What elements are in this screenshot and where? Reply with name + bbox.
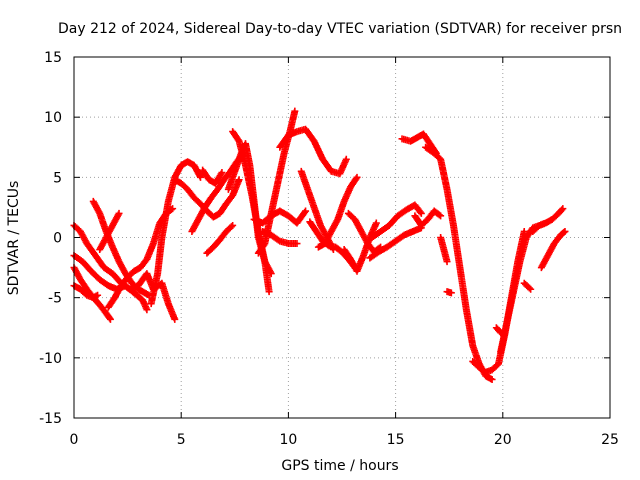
data-point	[94, 291, 102, 299]
x-tick-label: 15	[387, 432, 405, 448]
data-point	[497, 329, 505, 337]
x-tick-label: 20	[494, 432, 512, 448]
series-arc-34	[520, 279, 535, 293]
data-point	[352, 175, 360, 183]
y-axis-label: SDTVAR / TECUs	[6, 181, 22, 296]
x-tick-label: 10	[279, 432, 297, 448]
data-point	[561, 227, 569, 235]
series-arc-19	[297, 167, 337, 254]
y-tick-label: -5	[48, 291, 62, 307]
y-tick-label: -10	[39, 351, 62, 367]
data-point	[106, 315, 114, 323]
series-arc-27	[411, 207, 445, 229]
y-tick-label: 10	[44, 110, 62, 126]
y-tick-label: -15	[39, 411, 62, 427]
data-point	[144, 290, 152, 298]
data-point	[353, 173, 361, 181]
axis-ticks	[73, 56, 611, 419]
data-point	[235, 176, 243, 184]
data-point	[291, 107, 299, 115]
data-point	[229, 221, 237, 229]
data-point	[196, 173, 204, 181]
data-point	[372, 219, 380, 227]
data-point	[196, 172, 204, 180]
data-point	[542, 219, 550, 227]
series-arc-12	[199, 166, 226, 187]
series-arc-29	[437, 234, 451, 266]
data-point	[560, 228, 568, 236]
series-arc-18	[276, 125, 350, 178]
series-arc-4	[70, 282, 102, 302]
data-point	[106, 314, 114, 322]
data-point	[143, 306, 151, 314]
data-point	[218, 169, 226, 177]
data-point	[266, 268, 274, 276]
data-point	[443, 258, 451, 266]
data-point	[416, 208, 424, 216]
data-point	[114, 211, 122, 219]
data-point	[333, 217, 341, 225]
series-arc-25	[368, 201, 425, 241]
x-axis-label: GPS time / hours	[281, 458, 398, 474]
data-point	[171, 315, 179, 323]
data-point	[267, 270, 275, 278]
y-tick-label: 5	[53, 170, 62, 186]
x-tick-label: 0	[70, 432, 79, 448]
data-points	[70, 107, 569, 383]
data-point	[447, 289, 455, 297]
x-tick-label: 25	[601, 432, 619, 448]
series-arc-8	[147, 158, 204, 308]
data-point	[558, 206, 566, 214]
series-arc-17	[259, 227, 301, 248]
tick-labels: 0 5 10 15 20 25 -15 -10 -5 0 5 10 15	[39, 50, 619, 448]
series-arc-36	[529, 219, 550, 235]
y-tick-label: 15	[44, 50, 62, 66]
series-arc-26	[398, 130, 440, 157]
series-arc-11	[203, 221, 237, 257]
series-arc-9	[171, 176, 243, 221]
grid-lines	[74, 57, 610, 418]
data-point	[435, 211, 443, 219]
chart-title: Day 212 of 2024, Sidereal Day-to-day VTE…	[58, 21, 622, 37]
data-point	[265, 288, 273, 296]
data-point	[559, 205, 567, 213]
data-point	[227, 223, 235, 231]
data-point	[95, 208, 103, 216]
data-point	[437, 212, 445, 220]
data-point	[293, 240, 301, 248]
x-tick-label: 5	[177, 432, 186, 448]
series-arc-16	[250, 207, 310, 227]
series-arc-21	[314, 173, 361, 251]
series-arc-24	[366, 224, 425, 262]
data-point	[302, 207, 310, 215]
data-point	[342, 155, 350, 163]
series-arc-15	[254, 107, 299, 257]
series-arc-35	[537, 227, 569, 272]
data-point	[115, 209, 123, 217]
series-arc-7	[96, 209, 123, 254]
data-point	[274, 236, 282, 244]
data-point	[417, 209, 425, 217]
data-point	[301, 208, 309, 216]
series-arc-30	[443, 288, 455, 297]
data-point	[525, 284, 533, 292]
data-point	[92, 292, 100, 300]
y-tick-label: 0	[53, 231, 62, 247]
data-point	[527, 285, 535, 293]
data-point	[488, 375, 496, 383]
